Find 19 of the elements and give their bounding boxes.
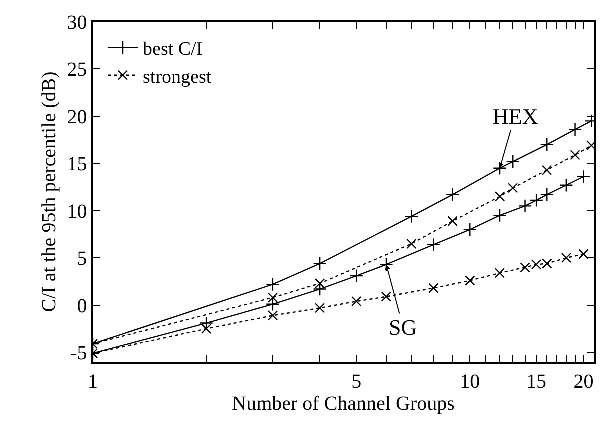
x-tick-label: 10 — [460, 370, 480, 393]
annotation: SG — [389, 315, 418, 340]
annotation: HEX — [493, 104, 538, 129]
y-tick-label: 0 — [77, 295, 88, 318]
y-tick-label: 20 — [67, 106, 88, 128]
y-tick-label: 25 — [67, 59, 88, 82]
x-tick-label: 20 — [574, 370, 594, 393]
y-tick-label: 5 — [77, 248, 88, 270]
legend-label: best C/I — [143, 39, 203, 60]
x-tick-label: 1 — [88, 370, 98, 393]
legend-label: strongest — [143, 66, 212, 88]
x-axis-title: Number of Channel Groups — [232, 392, 456, 415]
y-tick-label: 15 — [67, 154, 88, 176]
x-tick-label: 15 — [526, 370, 547, 393]
y-tick-label: 30 — [67, 12, 88, 34]
y-tick-label: -5 — [70, 342, 88, 365]
y-axis-title: C/I at the 95th percentile (dB) — [38, 72, 60, 312]
y-tick-label: 10 — [67, 200, 88, 223]
x-tick-label: 5 — [352, 370, 362, 393]
